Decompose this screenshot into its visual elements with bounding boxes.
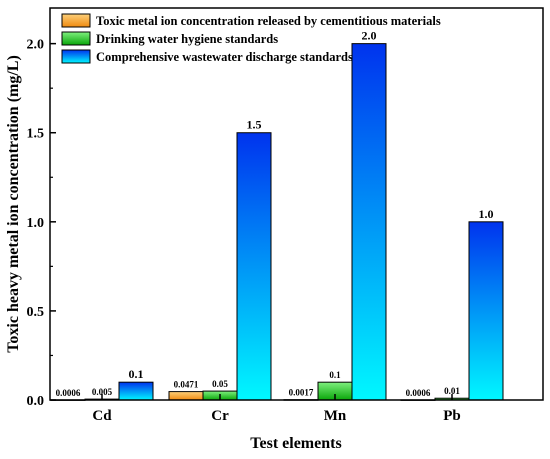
y-axis-title: Toxic heavy metal ion concentration (mg/… bbox=[5, 55, 22, 353]
data-label-cd-series-3: 0.1 bbox=[129, 367, 144, 381]
x-tick-label: Mn bbox=[324, 408, 347, 424]
x-tick-label: Cr bbox=[211, 408, 229, 424]
data-labels-group: 0.0006 0.005 0.1 0.0471 0.05 1.5 0.0017 0.1 2.0 0… bbox=[56, 29, 494, 398]
bar-cr-series-3 bbox=[236, 132, 272, 401]
x-axis: Cd Cr Mn Pb bbox=[92, 394, 461, 424]
x-tick-label: Cd bbox=[92, 408, 112, 424]
bar-pb-series-3 bbox=[468, 221, 504, 401]
bar-cd-series-3 bbox=[118, 381, 154, 401]
y-tick-label: 2.0 bbox=[27, 38, 45, 53]
data-label-cd-series-1: 0.0006 bbox=[56, 388, 81, 398]
legend: Toxic metal ion concentration released b… bbox=[61, 13, 441, 64]
data-label-mn-series-1: 0.0017 bbox=[289, 388, 314, 398]
data-label-pb-series-3: 1.0 bbox=[479, 207, 494, 221]
x-tick-label: Pb bbox=[443, 408, 461, 424]
y-tick-label: 1.0 bbox=[27, 216, 45, 231]
plot-frame bbox=[49, 7, 544, 401]
bars-group bbox=[50, 43, 504, 401]
data-label-cr-series-3: 1.5 bbox=[247, 118, 262, 132]
data-label-mn-series-2: 0.1 bbox=[329, 370, 341, 380]
legend-label-series-1: Toxic metal ion concentration released b… bbox=[96, 14, 441, 28]
legend-swatch-series-3 bbox=[61, 49, 91, 64]
y-axis: 0.0 0.5 1.0 1.5 2.0 bbox=[27, 38, 56, 409]
data-label-pb-series-2: 0.01 bbox=[444, 386, 460, 396]
y-tick-label: 0.0 bbox=[27, 394, 45, 409]
legend-label-series-3: Comprehensive wastewater discharge stand… bbox=[96, 50, 353, 64]
legend-swatch-series-2 bbox=[61, 31, 91, 46]
bar-cr-series-1 bbox=[168, 391, 204, 401]
data-label-cd-series-2: 0.005 bbox=[92, 387, 113, 397]
legend-label-series-2: Drinking water hygiene standards bbox=[96, 32, 278, 46]
y-tick-label: 1.5 bbox=[27, 127, 45, 142]
x-axis-title: Test elements bbox=[250, 435, 341, 452]
data-label-mn-series-3: 2.0 bbox=[362, 29, 377, 43]
data-label-cr-series-1: 0.0471 bbox=[174, 380, 199, 390]
bar-mn-series-3 bbox=[351, 43, 387, 401]
legend-swatch-series-1 bbox=[61, 13, 91, 28]
y-tick-label: 0.5 bbox=[27, 305, 45, 320]
data-label-cr-series-2: 0.05 bbox=[212, 379, 228, 389]
data-label-pb-series-1: 0.0006 bbox=[406, 388, 431, 398]
